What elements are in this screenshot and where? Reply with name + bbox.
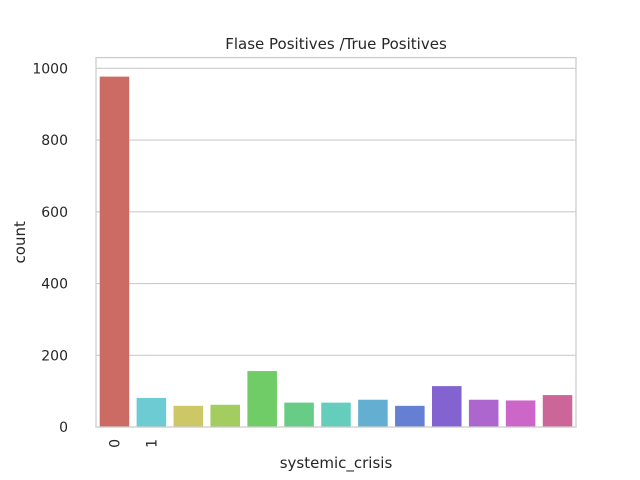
- y-tick-label: 400: [41, 277, 68, 293]
- y-tick-label: 0: [59, 420, 68, 436]
- gridlines: [96, 67, 576, 428]
- y-tick-label: 1000: [32, 61, 68, 77]
- bar: [284, 402, 314, 427]
- x-axis-label: systemic_crisis: [280, 454, 393, 473]
- y-tick-label: 800: [41, 133, 68, 149]
- y-tick-label: 600: [41, 205, 68, 221]
- bar: [468, 399, 499, 427]
- y-axis-label: count: [11, 221, 29, 263]
- bar: [173, 405, 204, 427]
- bar: [247, 371, 277, 427]
- bar: [99, 76, 130, 427]
- y-tick-labels: 0 200 400 600 800 1000: [32, 61, 68, 436]
- plot-frame: [95, 56, 577, 428]
- y-tick-label: 200: [41, 348, 68, 364]
- bar: [542, 395, 573, 427]
- bar: [321, 402, 351, 427]
- bar: [358, 399, 388, 427]
- bar: [395, 405, 425, 427]
- bars: [99, 76, 573, 427]
- bar: [210, 404, 240, 427]
- bar: [505, 400, 536, 427]
- bar: [432, 386, 462, 427]
- x-tick-label: 1: [144, 439, 160, 448]
- chart-title: Flase Positives /True Positives: [225, 35, 447, 53]
- bar: [136, 397, 167, 427]
- x-tick-label: 0: [107, 439, 123, 448]
